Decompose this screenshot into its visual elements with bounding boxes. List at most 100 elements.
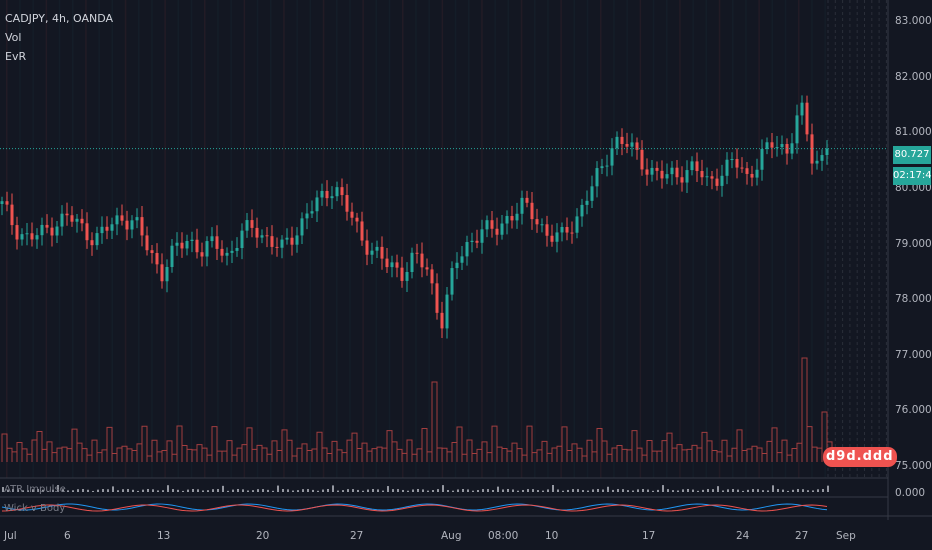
atr-bar — [502, 489, 504, 492]
candle-body — [30, 233, 34, 240]
price-tick-label: 77.000 — [895, 348, 932, 361]
symbol-legend[interactable]: CADJPY, 4h, OANDA — [5, 12, 114, 25]
atr-bar — [537, 490, 539, 492]
candle-body — [225, 252, 229, 256]
atr-bar — [392, 489, 394, 492]
candle-body — [580, 204, 584, 217]
atr-bar — [112, 486, 114, 492]
candle-body — [615, 136, 619, 149]
atr-bar — [152, 489, 154, 492]
session-stripe — [177, 0, 180, 478]
volume-legend[interactable]: Vol — [5, 31, 22, 44]
candle-body — [780, 144, 784, 148]
candle-body — [585, 200, 589, 205]
atr-bar — [662, 485, 664, 492]
atr-bar — [757, 489, 759, 492]
evr-legend[interactable]: EvR — [5, 50, 27, 63]
candle-body — [185, 240, 189, 249]
candle-body — [250, 220, 254, 228]
atr-bar — [562, 490, 564, 492]
date-tick-label: 27 — [795, 530, 809, 542]
atr-bar — [632, 490, 634, 492]
session-stripe — [705, 0, 708, 478]
session-stripe — [349, 0, 351, 478]
candle-body — [260, 235, 264, 238]
atr-bar — [807, 490, 809, 492]
atr-bar — [332, 485, 334, 492]
candle-body — [540, 224, 544, 226]
session-stripe — [784, 0, 787, 478]
atr-bar — [497, 486, 499, 492]
atr-bar — [522, 489, 524, 492]
atr-bar — [397, 489, 399, 492]
candle-body — [305, 213, 309, 219]
candle-body — [725, 159, 729, 176]
session-stripe — [494, 0, 496, 478]
atr-bar — [167, 485, 169, 492]
session-stripe — [375, 0, 378, 478]
atr-bar — [822, 489, 824, 492]
candle-body — [285, 237, 289, 240]
candle-body — [80, 218, 84, 224]
candle-body — [360, 221, 364, 241]
atr-bar — [122, 489, 124, 492]
atr-bar — [382, 490, 384, 492]
atr-bar — [257, 489, 259, 492]
session-stripe — [164, 0, 166, 478]
candle-body — [60, 213, 64, 227]
candle-body — [0, 201, 4, 204]
date-tick-label: 13 — [157, 530, 171, 542]
atr-bar — [777, 489, 779, 492]
candle-body — [760, 148, 764, 170]
candle-body — [210, 236, 214, 242]
candle-body — [395, 262, 399, 268]
candle-body — [685, 170, 689, 183]
atr-bar — [297, 490, 299, 492]
atr-bar — [457, 489, 459, 492]
candle-body — [355, 217, 359, 222]
candle-body — [320, 190, 324, 198]
atr-bar — [487, 489, 489, 492]
atr-bar — [177, 489, 179, 492]
candle-body — [655, 167, 659, 171]
atr-bar — [702, 489, 704, 492]
candle-body — [100, 226, 104, 234]
date-tick-label: 10 — [545, 530, 559, 542]
candle-body — [565, 226, 569, 233]
atr-bar — [102, 489, 104, 492]
atr-bar — [812, 490, 814, 492]
candle-body — [230, 250, 234, 253]
atr-bar — [442, 485, 444, 492]
date-tick-label: 6 — [64, 530, 71, 542]
candle-body — [220, 248, 224, 256]
candle-body — [690, 161, 694, 171]
candle-body — [710, 176, 714, 179]
candle-body — [75, 218, 79, 222]
candle-body — [430, 269, 434, 284]
candle-body — [555, 232, 559, 242]
session-stripe — [692, 0, 694, 478]
atr-bar — [492, 490, 494, 492]
atr-bar — [427, 490, 429, 492]
atr-bar — [377, 489, 379, 492]
atr-bar — [827, 485, 829, 492]
candle-body — [805, 102, 809, 135]
atr-impulse-label[interactable]: ATR Impulse — [4, 484, 66, 495]
candle-body — [50, 227, 54, 236]
atr-bar — [627, 490, 629, 492]
candle-body — [300, 218, 304, 236]
candle-body — [280, 239, 284, 248]
date-tick-label: Jul — [4, 530, 17, 542]
candle-body — [85, 223, 89, 241]
session-stripe — [415, 0, 417, 478]
atr-bar — [267, 489, 269, 492]
candle-body — [795, 115, 799, 144]
atr-bar — [247, 490, 249, 492]
candle-body — [65, 213, 69, 216]
candle-body — [440, 312, 444, 329]
volume-step-line — [1, 357, 833, 462]
candle-body — [370, 250, 374, 255]
wick-body-label[interactable]: Wick v Body — [4, 503, 66, 514]
